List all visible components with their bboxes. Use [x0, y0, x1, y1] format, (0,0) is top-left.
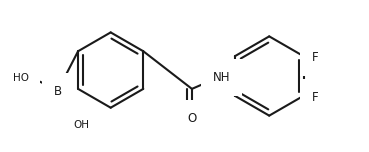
- Text: OH: OH: [73, 120, 89, 130]
- Text: HO: HO: [13, 73, 30, 83]
- Text: NH: NH: [213, 71, 230, 84]
- Text: F: F: [311, 91, 318, 104]
- Text: O: O: [187, 112, 197, 125]
- Text: B: B: [54, 85, 62, 98]
- Text: F: F: [311, 51, 318, 64]
